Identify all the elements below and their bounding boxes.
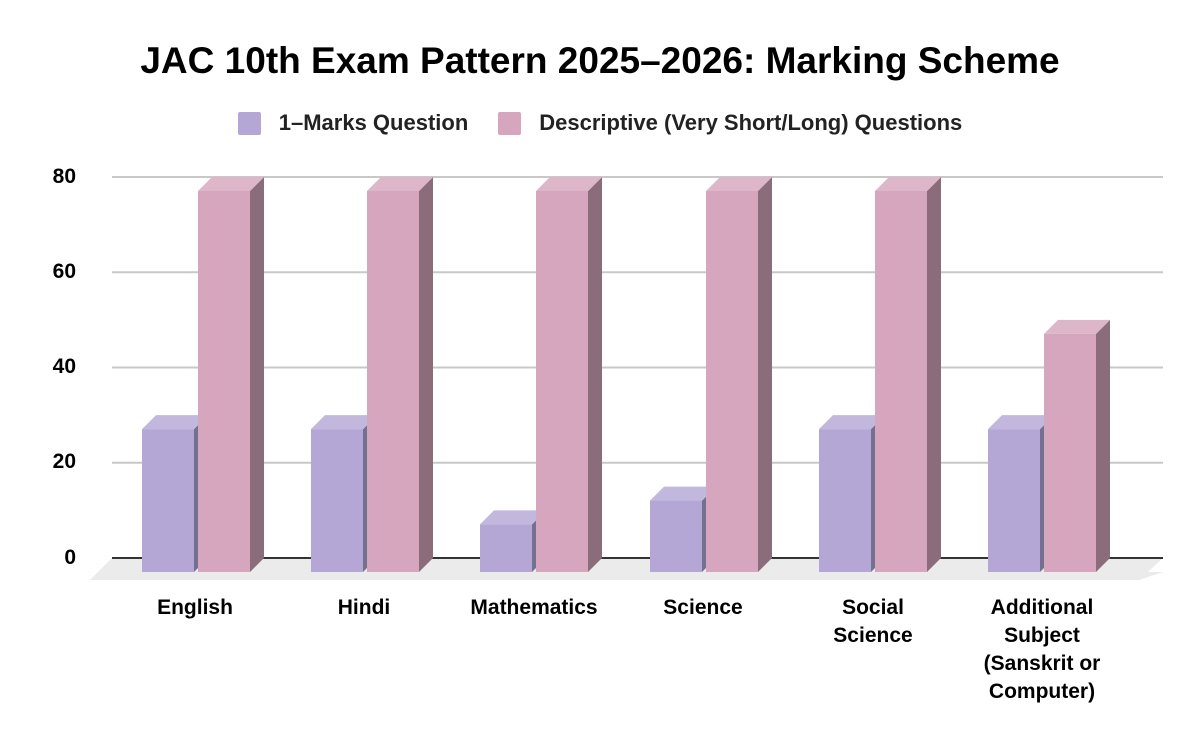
bar-top bbox=[367, 177, 433, 191]
legend-label-descriptive: Descriptive (Very Short/Long) Questions bbox=[539, 110, 963, 135]
bar-top bbox=[819, 415, 885, 430]
bar-top bbox=[536, 177, 602, 191]
x-label-line: Science bbox=[833, 624, 913, 647]
x-label-hindi: Hindi bbox=[279, 594, 449, 622]
bar-1-marks bbox=[988, 429, 1040, 572]
bar-top bbox=[198, 177, 264, 191]
x-label-line: Social bbox=[842, 596, 904, 619]
x-label-line: (Sanskrit or bbox=[983, 652, 1101, 675]
bar-top bbox=[311, 415, 377, 430]
bar-side bbox=[250, 177, 264, 572]
legend-label-1-marks: 1–Marks Question bbox=[278, 110, 469, 135]
bar-descriptive bbox=[367, 191, 419, 572]
bar-side bbox=[927, 177, 941, 572]
bar-top bbox=[988, 415, 1054, 430]
x-label-science: Science bbox=[618, 594, 788, 622]
x-label-line: Subject bbox=[1004, 624, 1080, 647]
bar-descriptive bbox=[536, 191, 588, 572]
bar-top bbox=[480, 510, 546, 525]
x-label-additional-subject: Additional Subject (Sanskrit or Computer… bbox=[957, 594, 1127, 706]
bar-top bbox=[1044, 319, 1110, 334]
y-tick-40: 40 bbox=[52, 355, 76, 378]
x-label-mathematics: Mathematics bbox=[449, 594, 619, 622]
bar-descriptive bbox=[198, 191, 250, 572]
x-label-social-science: Social Science bbox=[788, 594, 958, 650]
x-label-english: English bbox=[110, 594, 280, 622]
bar-top bbox=[875, 177, 941, 191]
chart-title: JAC 10th Exam Pattern 2025–2026: Marking… bbox=[140, 40, 1060, 81]
x-label-line: Science bbox=[663, 596, 743, 619]
bar-top bbox=[142, 415, 208, 430]
x-label-line: Additional bbox=[990, 596, 1094, 619]
bar-side bbox=[419, 177, 433, 572]
x-label-line: English bbox=[157, 596, 233, 619]
y-tick-20: 20 bbox=[52, 450, 76, 473]
bar-1-marks bbox=[819, 429, 871, 572]
legend-item-descriptive: Descriptive (Very Short/Long) Questions bbox=[498, 110, 962, 136]
bar-descriptive bbox=[706, 191, 758, 572]
legend-swatch-descriptive bbox=[498, 111, 522, 135]
x-label-line: Computer) bbox=[988, 680, 1096, 703]
bar-1-marks bbox=[650, 500, 702, 572]
bar-side bbox=[588, 177, 602, 572]
y-tick-60: 60 bbox=[52, 260, 76, 283]
x-label-line: Mathematics bbox=[470, 596, 598, 619]
bar-side bbox=[1096, 319, 1110, 572]
bar-1-marks bbox=[311, 429, 363, 572]
bar-1-marks bbox=[142, 429, 194, 572]
bar-top bbox=[650, 486, 716, 501]
bar-descriptive bbox=[1044, 333, 1096, 572]
bar-top bbox=[706, 177, 772, 191]
chart-legend: 1–Marks Question Descriptive (Very Short… bbox=[0, 110, 1200, 136]
x-label-line: Hindi bbox=[337, 596, 391, 619]
bar-side bbox=[758, 177, 772, 572]
bar-descriptive bbox=[875, 191, 927, 572]
y-tick-0: 0 bbox=[64, 546, 76, 569]
y-tick-80: 80 bbox=[52, 165, 76, 188]
legend-item-1-marks: 1–Marks Question bbox=[237, 110, 469, 136]
legend-swatch-1-marks bbox=[237, 111, 261, 135]
bar-1-marks bbox=[480, 524, 532, 572]
